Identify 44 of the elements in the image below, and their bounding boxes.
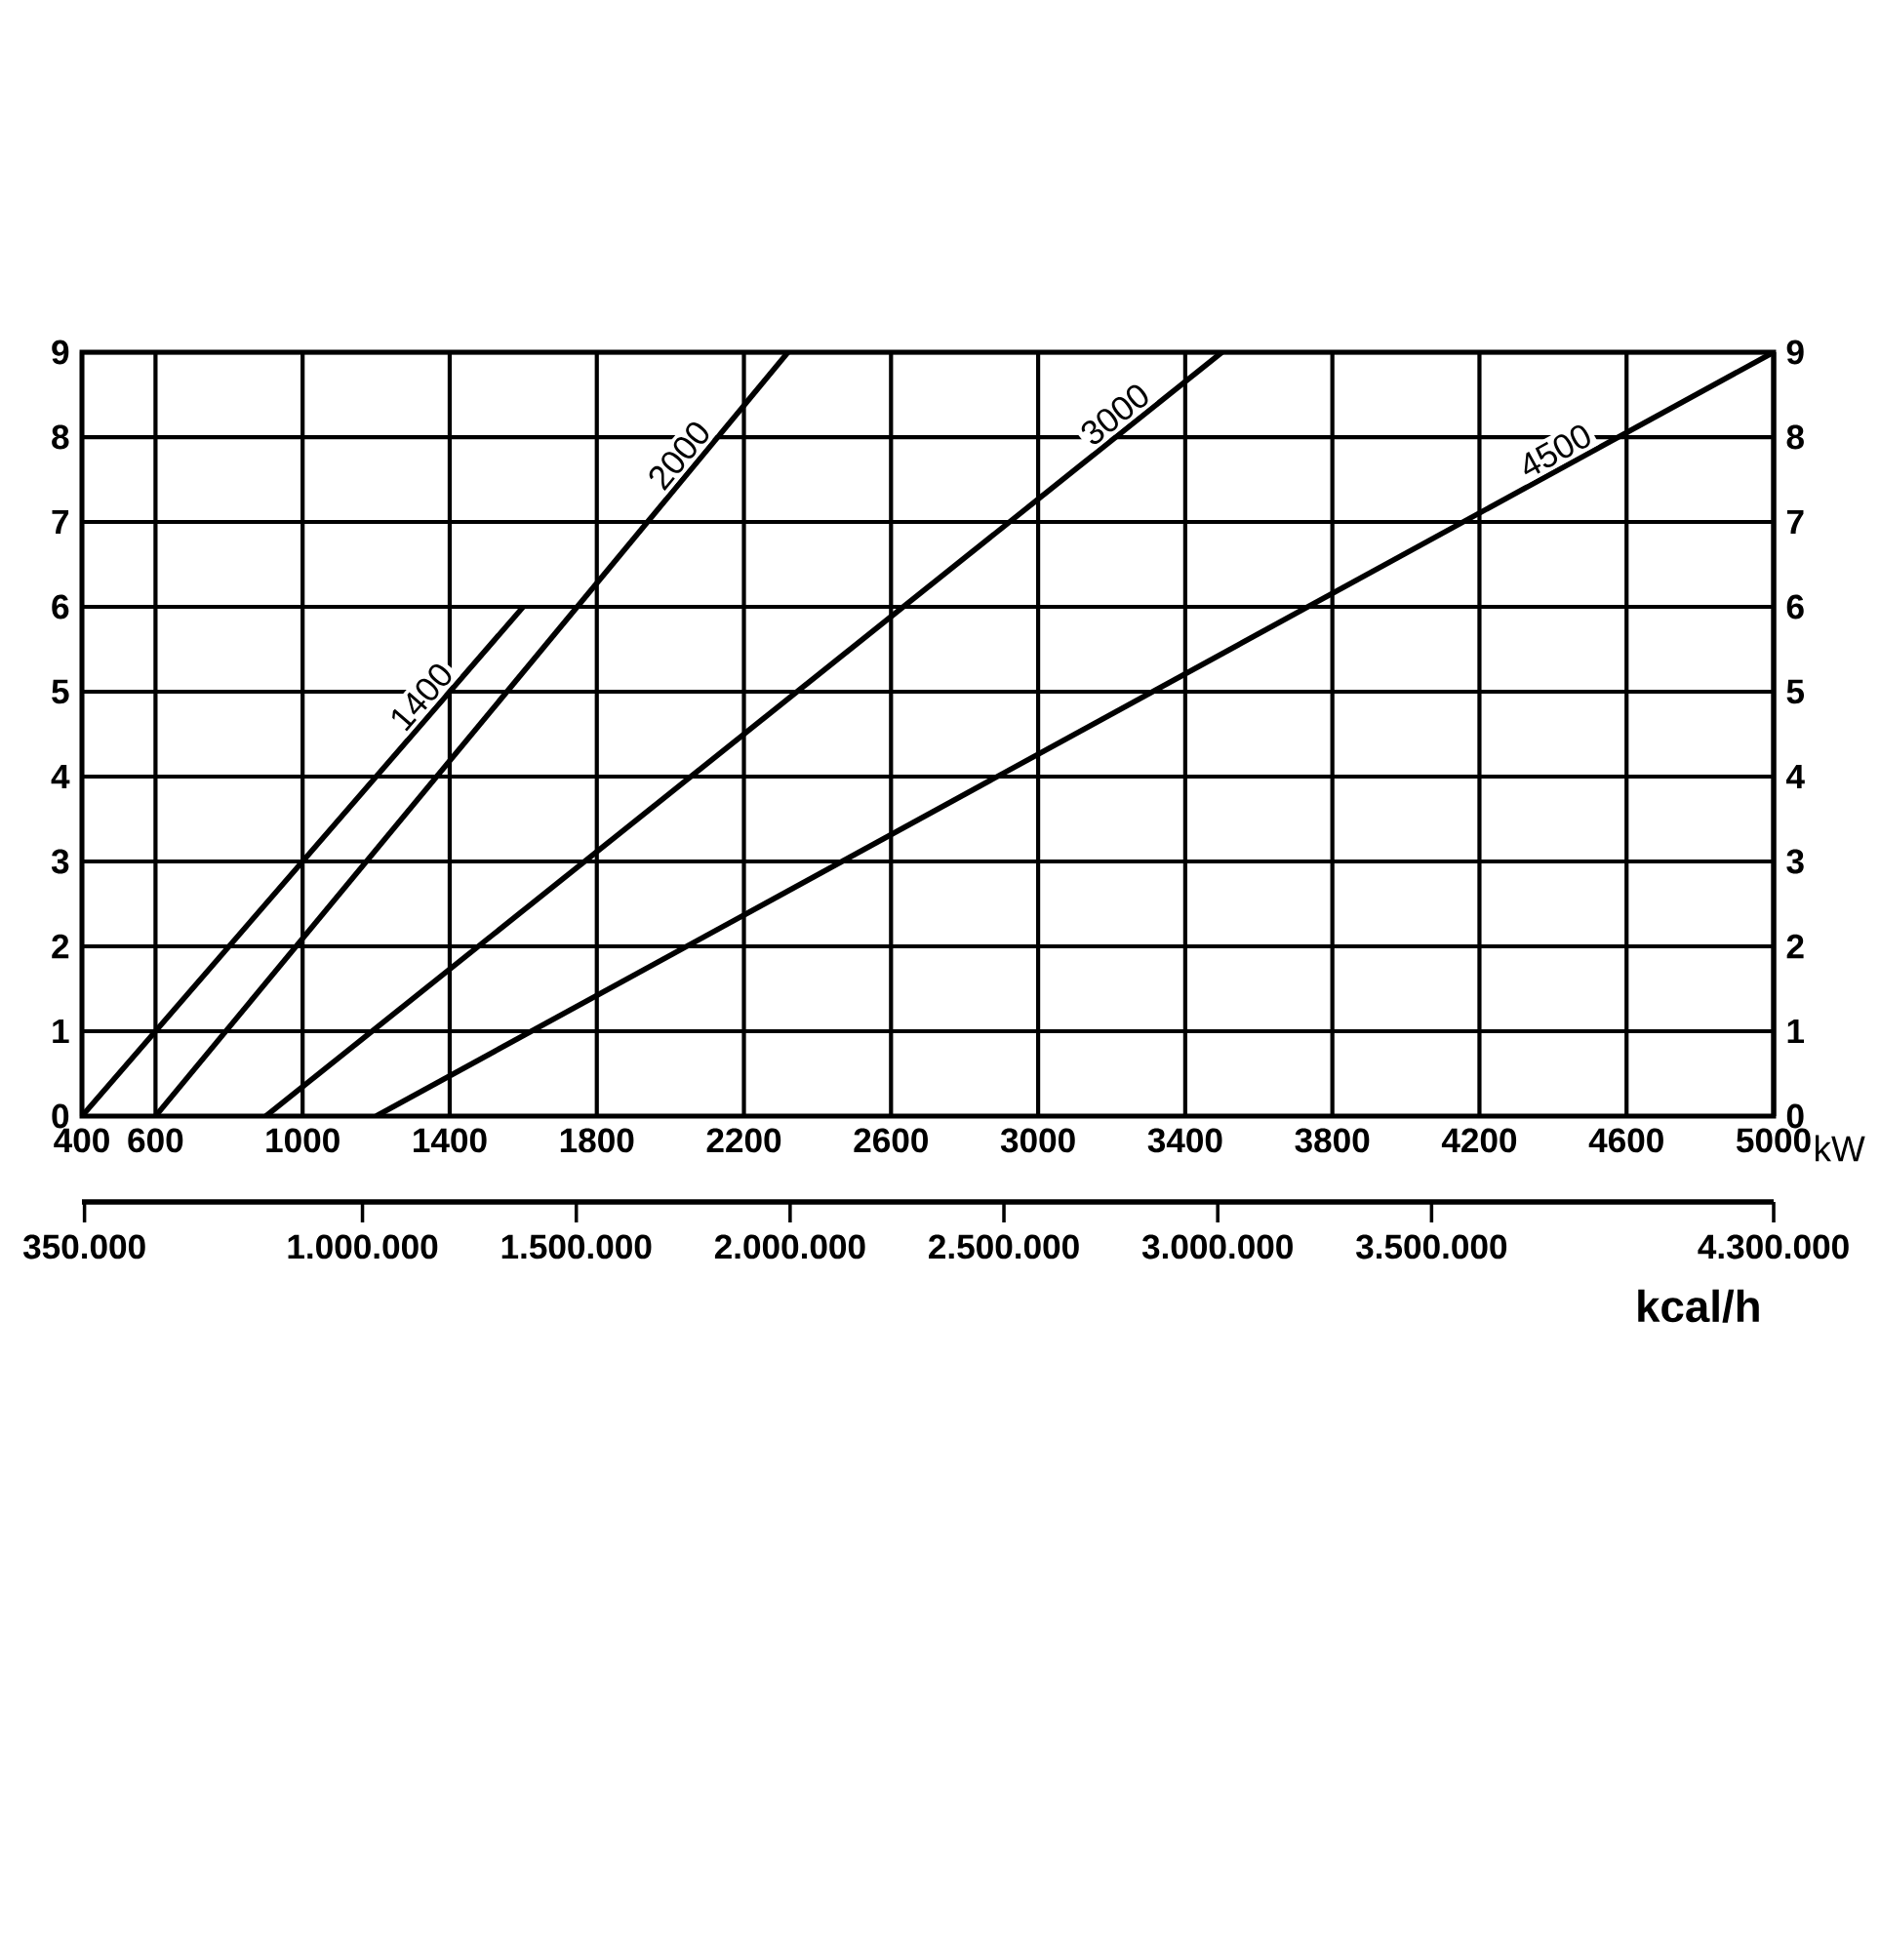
x-tick-label: 600 [128,1128,183,1153]
y-tick-label: 3 [51,849,69,874]
x-tick-label: 1000 [266,1128,340,1153]
x-tick-label: 1400 [414,1128,487,1153]
y2-tick-label: 7 [1786,509,1804,535]
x-tick-label: 3400 [1147,1128,1222,1153]
x2-tick-label: 1.000.000 [288,1234,438,1260]
x-tick-label: 4600 [1588,1128,1663,1153]
x-tick-label: 400 [54,1128,109,1153]
y-tick-label: 5 [52,679,69,704]
x2-tick-label: 3.500.000 [1356,1234,1507,1260]
y-tick-label: 6 [52,594,69,620]
y2-tick-label: 0 [1786,1103,1804,1129]
y2-tick-label: 2 [1786,934,1804,959]
x-axis-title: kW [1816,1135,1865,1162]
x-tick-label: 1800 [560,1128,634,1153]
y2-tick-label: 3 [1786,849,1804,874]
y2-tick-label: 1 [1787,1019,1805,1044]
x2-tick-label: 350.000 [22,1234,145,1260]
y-tick-label: 7 [52,509,69,535]
y-tick-label: 2 [52,934,69,959]
text: 4500 [1524,424,1590,475]
y2-tick-label: 4 [1786,764,1805,789]
x-tick-label: 2200 [706,1128,781,1153]
x-tick-label: 5000 [1737,1128,1811,1153]
y-tick-label: 9 [52,340,69,365]
x-tick-label: 4200 [1441,1128,1517,1153]
x-tick-label: 2600 [854,1128,928,1153]
y-tick-label: 8 [52,424,69,450]
x2-tick-label: 1.500.000 [501,1234,652,1260]
y2-tick-label: 9 [1786,340,1804,365]
y2-tick-label: 5 [1786,679,1805,704]
x-tick-label: 3000 [1000,1128,1075,1153]
y-tick-label: 1 [53,1019,69,1044]
x2-tick-label: 4.300.000 [1698,1234,1849,1260]
y-tick-label: 0 [52,1103,69,1129]
y2-tick-label: 8 [1786,424,1804,450]
x-tick-label: 3800 [1295,1128,1370,1153]
x2-axis-title: kcal/h [1638,1289,1759,1323]
y-tick-label: 4 [51,764,70,789]
y2-tick-label: 6 [1786,594,1804,620]
x2-tick-label: 2.500.000 [929,1234,1079,1260]
x2-tick-label: 3.000.000 [1141,1234,1293,1260]
x2-tick-label: 2.000.000 [714,1234,865,1260]
